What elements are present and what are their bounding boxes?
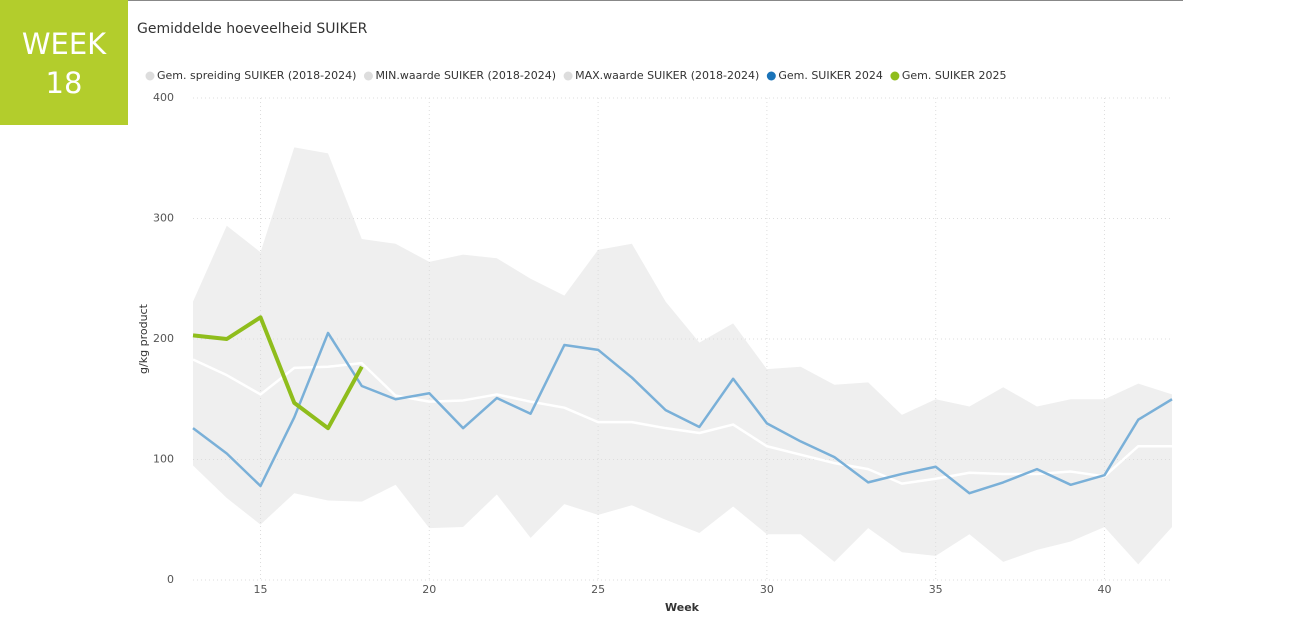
- band-upper: [193, 147, 1172, 580]
- x-tick-label: 25: [591, 583, 605, 596]
- legend-label: Gem. SUIKER 2025: [902, 69, 1007, 82]
- y-tick-label: 300: [153, 212, 174, 225]
- y-tick-label: 0: [167, 573, 174, 586]
- chart-title: Gemiddelde hoeveelheid SUIKER: [137, 21, 368, 37]
- x-axis-label: Week: [665, 601, 700, 614]
- legend-marker: [145, 71, 155, 81]
- x-tick-label: 15: [254, 583, 268, 596]
- x-tick-label: 30: [760, 583, 774, 596]
- legend-marker: [766, 71, 776, 81]
- legend-label: MAX.waarde SUIKER (2018-2024): [575, 69, 759, 82]
- legend-marker: [890, 71, 900, 81]
- y-tick-label: 100: [153, 453, 174, 466]
- legend-marker: [363, 71, 373, 81]
- badge-label: WEEK: [22, 27, 107, 61]
- legend-label: MIN.waarde SUIKER (2018-2024): [375, 69, 556, 82]
- x-tick-label: 35: [929, 583, 943, 596]
- legend-label: Gem. SUIKER 2024: [778, 69, 883, 82]
- y-axis-label: g/kg product: [137, 303, 150, 374]
- legend-marker: [563, 71, 573, 81]
- week-badge: [0, 0, 128, 125]
- x-tick-label: 40: [1097, 583, 1111, 596]
- x-tick-label: 20: [422, 583, 436, 596]
- badge-number: 18: [46, 66, 83, 100]
- y-tick-label: 400: [153, 91, 174, 104]
- y-tick-label: 200: [153, 332, 174, 345]
- series-line: [192, 358, 1172, 485]
- band-lower: [193, 465, 1172, 580]
- series-line: [192, 315, 364, 431]
- legend-label: Gem. spreiding SUIKER (2018-2024): [157, 69, 356, 82]
